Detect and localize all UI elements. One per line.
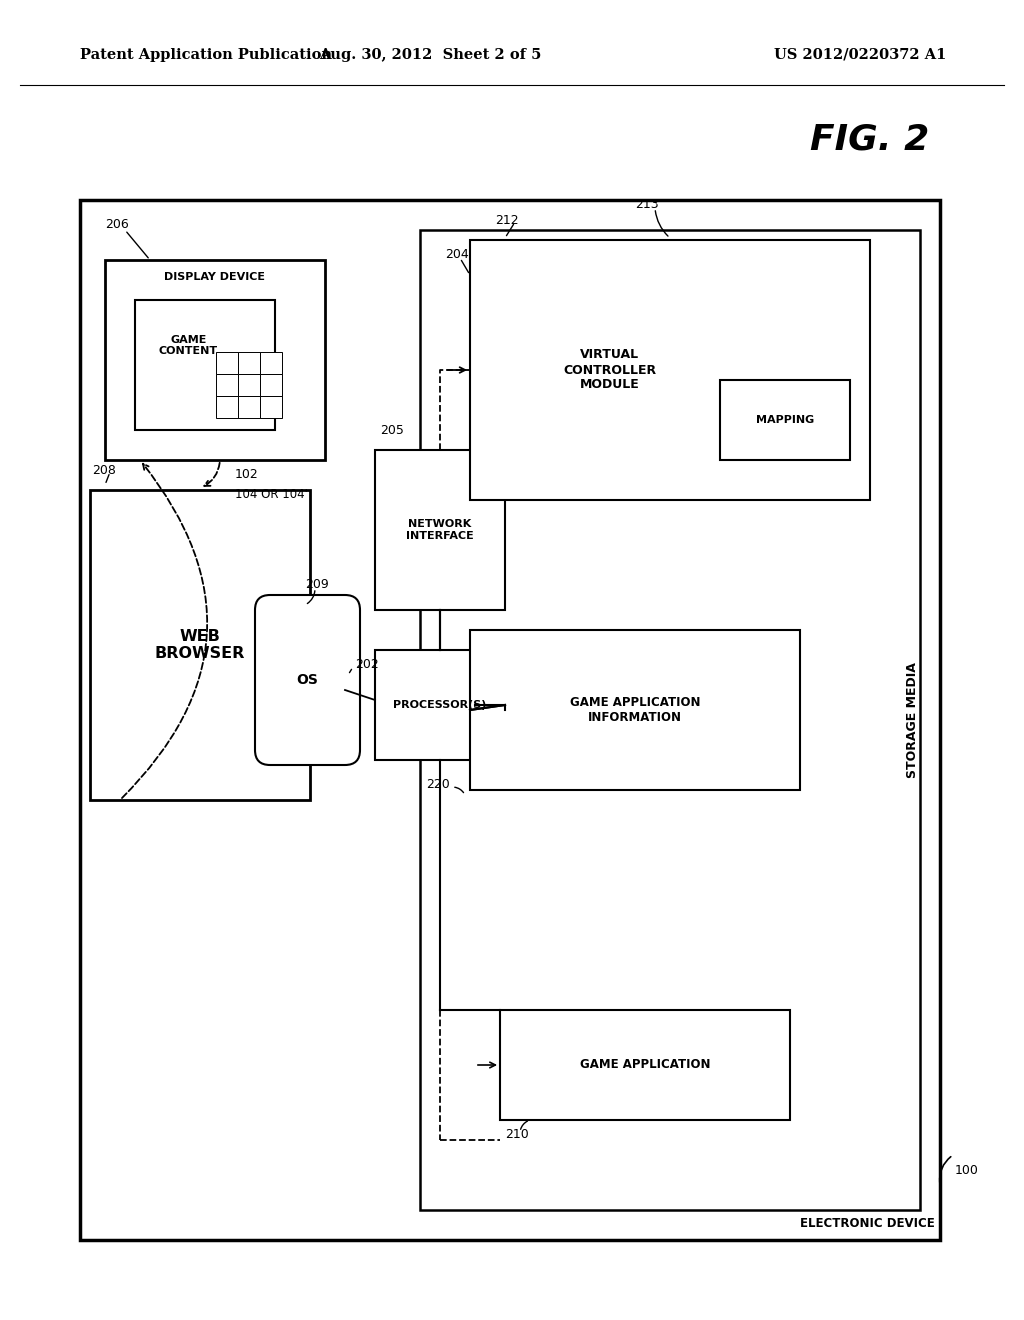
Text: 213: 213 (635, 198, 658, 211)
Bar (135, 300, 275, 430)
Text: Aug. 30, 2012  Sheet 2 of 5: Aug. 30, 2012 Sheet 2 of 5 (318, 48, 542, 62)
Text: 104 OR 104': 104 OR 104' (234, 488, 308, 502)
Text: PROCESSOR(S): PROCESSOR(S) (393, 700, 486, 710)
Text: OS: OS (297, 673, 318, 686)
Text: GAME APPLICATION: GAME APPLICATION (580, 1059, 711, 1072)
Text: 202: 202 (355, 659, 379, 672)
Text: STORAGE MEDIA: STORAGE MEDIA (905, 663, 919, 777)
Text: 204: 204 (445, 248, 469, 261)
Bar (470, 630, 800, 789)
Bar (482, 642, 812, 803)
Bar (470, 240, 870, 500)
Text: FIG. 2: FIG. 2 (810, 123, 930, 157)
Bar (260, 374, 283, 396)
Text: US 2012/0220372 A1: US 2012/0220372 A1 (774, 48, 946, 62)
Text: 220: 220 (426, 779, 450, 792)
Text: NETWORK
INTERFACE: NETWORK INTERFACE (407, 519, 474, 541)
Text: 212: 212 (495, 214, 518, 227)
Bar (80, 201, 940, 1239)
Text: GAME
CONTENT: GAME CONTENT (159, 335, 218, 356)
Bar (90, 490, 310, 800)
Bar (420, 230, 920, 1210)
Bar (216, 396, 239, 418)
Bar (500, 1010, 790, 1119)
Text: 100: 100 (955, 1163, 979, 1176)
Text: 206: 206 (105, 219, 129, 231)
Bar (239, 396, 260, 418)
Bar (512, 1022, 802, 1133)
Text: 210: 210 (505, 1129, 528, 1142)
Bar (375, 649, 505, 760)
Text: DISPLAY DEVICE: DISPLAY DEVICE (165, 272, 265, 282)
Text: ELECTRONIC DEVICE: ELECTRONIC DEVICE (800, 1217, 935, 1230)
Text: GAME APPLICATION
INFORMATION: GAME APPLICATION INFORMATION (569, 696, 700, 723)
Text: 205: 205 (380, 424, 403, 437)
Text: Patent Application Publication: Patent Application Publication (80, 48, 332, 62)
Bar (239, 374, 260, 396)
Bar (260, 352, 283, 374)
Text: VIRTUAL
CONTROLLER
MODULE: VIRTUAL CONTROLLER MODULE (563, 348, 656, 392)
FancyBboxPatch shape (255, 595, 360, 766)
Bar (216, 374, 239, 396)
Bar (260, 396, 283, 418)
Bar (720, 380, 850, 459)
Text: 208: 208 (92, 463, 116, 477)
Text: MAPPING: MAPPING (756, 414, 814, 425)
Bar (105, 260, 325, 459)
Text: WEB
BROWSER: WEB BROWSER (155, 628, 245, 661)
Text: 102: 102 (234, 469, 259, 482)
Bar (375, 450, 505, 610)
Text: 209: 209 (305, 578, 329, 591)
Bar (239, 352, 260, 374)
Bar (216, 352, 239, 374)
